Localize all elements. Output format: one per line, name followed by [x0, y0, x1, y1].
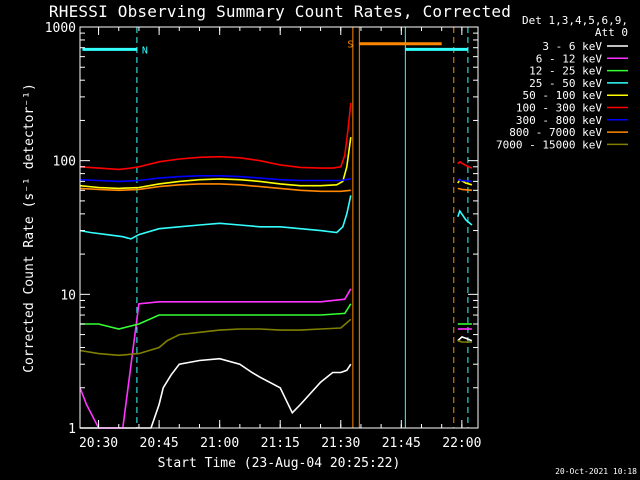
- series-line: [457, 209, 473, 226]
- legend-entry: 25 - 50 keV: [529, 77, 602, 90]
- legend-entry: 12 - 25 keV: [529, 65, 602, 78]
- series-line: [79, 175, 351, 183]
- legend-entry: 800 - 7000 keV: [509, 126, 602, 139]
- series-line: [80, 357, 352, 429]
- y-tick-label: 100: [53, 155, 76, 170]
- series-line: [457, 339, 472, 343]
- x-axis-label: Start Time (23-Aug-04 20:25:22): [158, 456, 401, 471]
- series-line: [79, 195, 352, 240]
- legend-entry: 7000 - 15000 keV: [496, 138, 602, 151]
- series-line: [457, 178, 473, 186]
- chart-title: RHESSI Observing Summary Count Rates, Co…: [48, 2, 512, 21]
- legend-entry: 100 - 300 keV: [516, 102, 602, 115]
- series-line: [79, 318, 352, 357]
- legend-entry: 6 - 12 keV: [536, 52, 603, 65]
- x-tick-label: 21:00: [200, 436, 239, 451]
- x-tick-label: 22:00: [442, 436, 481, 451]
- legend-entry: 3 - 6 keV: [542, 40, 602, 53]
- x-tick-label: 21:45: [382, 436, 421, 451]
- y-tick-label: 10: [60, 288, 76, 303]
- series-line: [79, 136, 352, 190]
- y-tick-label: 1: [68, 422, 76, 437]
- footer-date: 20-Oct-2021 10:18: [555, 467, 637, 476]
- legend-header: Det 1,3,4,5,6,9,: [522, 14, 628, 27]
- series-line: [457, 335, 473, 342]
- series-line: [457, 178, 472, 183]
- plot-frame: [79, 26, 479, 429]
- series-line: [457, 187, 472, 192]
- series-line: [79, 183, 351, 193]
- legend-entry: 50 - 100 keV: [523, 89, 603, 102]
- legend-header: Att 0: [595, 26, 628, 39]
- y-tick-label: 1000: [45, 21, 76, 36]
- x-tick-label: 21:30: [321, 436, 360, 451]
- flag-label: S: [347, 40, 353, 51]
- legend-entry: 300 - 800 keV: [516, 114, 602, 127]
- series-line: [79, 288, 352, 429]
- x-tick-label: 21:15: [261, 436, 300, 451]
- x-tick-label: 20:30: [79, 436, 118, 451]
- series-line: [457, 160, 473, 169]
- y-axis-label: Corrected Count Rate (s⁻¹ detector⁻¹): [22, 83, 37, 373]
- flag-label: N: [142, 45, 148, 56]
- series-line: [80, 303, 352, 330]
- x-tick-label: 20:45: [140, 436, 179, 451]
- series-line: [79, 102, 352, 171]
